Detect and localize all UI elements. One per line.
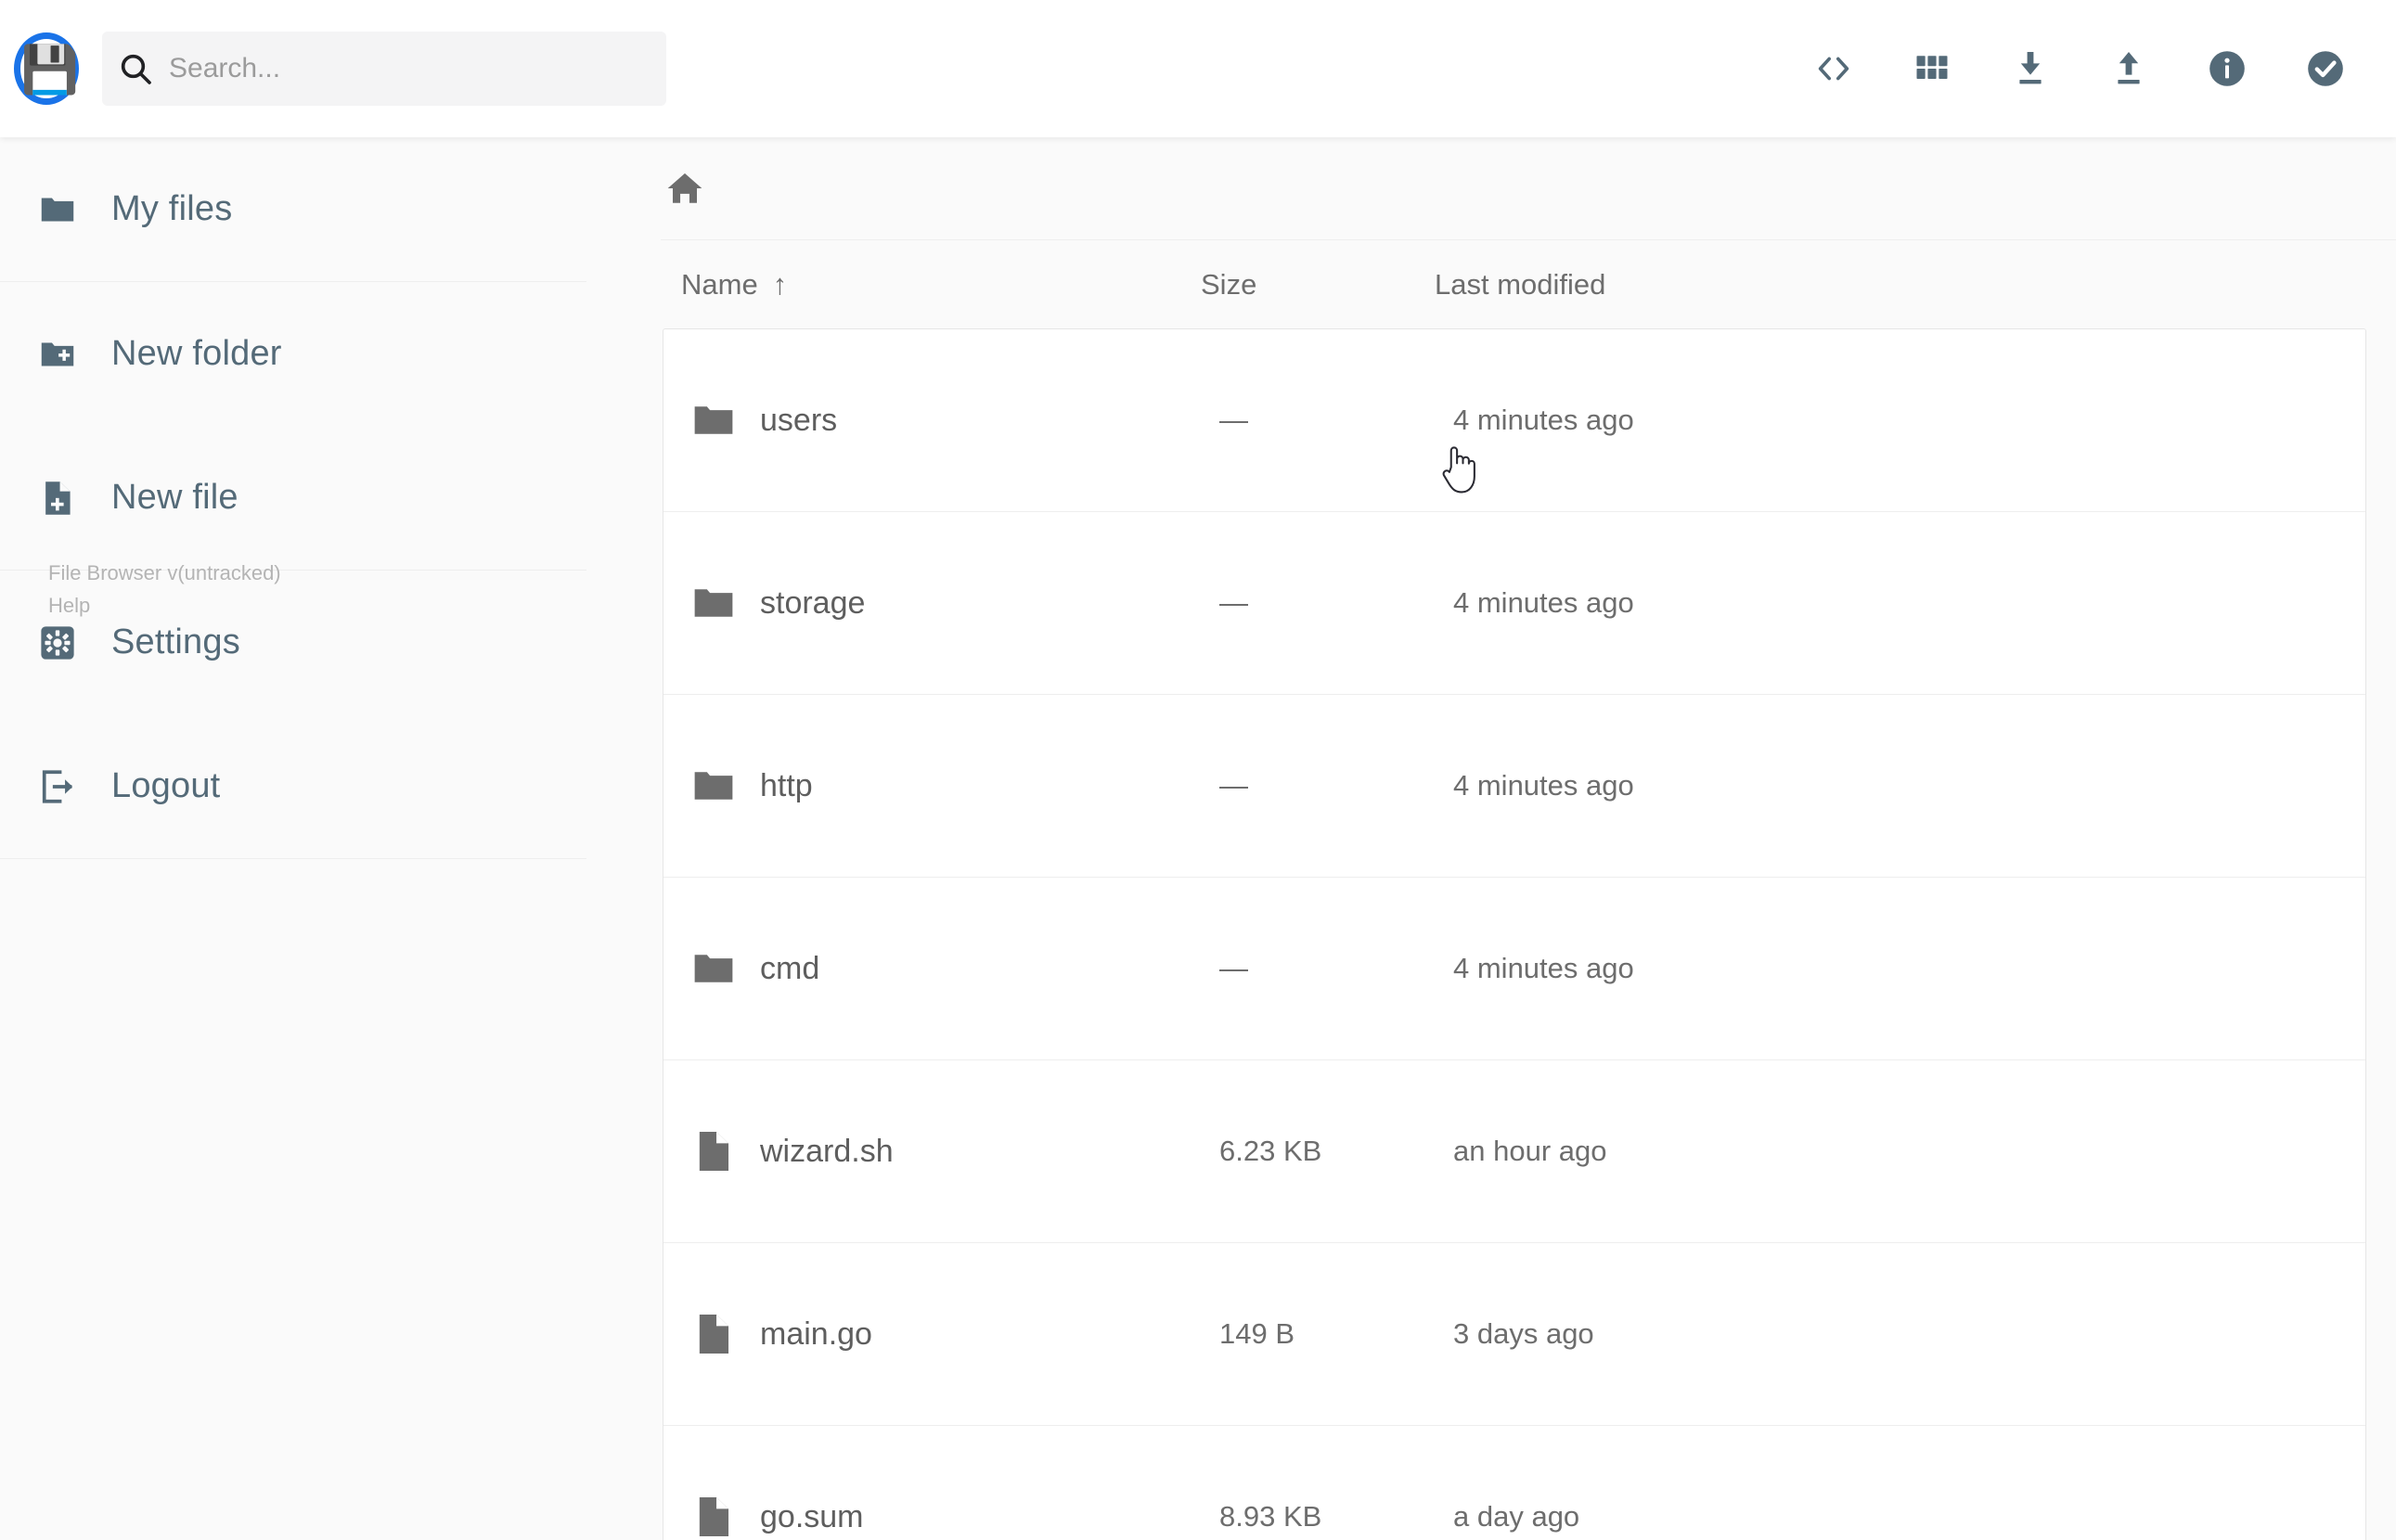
file-modified: 3 days ago	[1453, 1317, 1594, 1350]
sidebar: My files New folder	[0, 137, 661, 1540]
code-brackets-icon[interactable]	[1806, 41, 1861, 96]
app-version: File Browser v(untracked)	[48, 561, 281, 584]
file-row[interactable]: storage — 4 minutes ago	[663, 512, 2365, 695]
file-size: —	[1219, 769, 1248, 802]
file-size: —	[1219, 404, 1248, 436]
gear-icon	[37, 622, 78, 663]
file-name: wizard.sh	[760, 1133, 894, 1169]
sidebar-item-label: New file	[111, 478, 238, 517]
sidebar-group-files: My files	[0, 137, 586, 282]
file-row[interactable]: main.go 149 B 3 days ago	[663, 1243, 2365, 1426]
file-name: users	[760, 402, 838, 438]
logo-button[interactable]: 💾	[0, 0, 93, 137]
file-size: 149 B	[1219, 1317, 1295, 1350]
file-row[interactable]: users — 4 minutes ago	[663, 329, 2365, 512]
sidebar-item-label: Settings	[111, 622, 240, 661]
file-size: 8.93 KB	[1219, 1500, 1322, 1533]
file-row[interactable]: wizard.sh 6.23 KB an hour ago	[663, 1060, 2365, 1243]
folder-icon	[37, 189, 78, 230]
listing-column-headers: Name ↑ Size Last modified	[661, 239, 2396, 328]
file-icon	[667, 1493, 760, 1540]
info-icon[interactable]	[2199, 41, 2255, 96]
file-name: main.go	[760, 1315, 872, 1352]
sidebar-item-logout[interactable]: Logout	[0, 714, 586, 858]
column-header-modified[interactable]: Last modified	[1435, 267, 1606, 301]
file-name: go.sum	[760, 1498, 864, 1534]
column-header-name-label: Name	[681, 267, 758, 301]
file-modified: a day ago	[1453, 1500, 1580, 1533]
sidebar-group-create: New folder New file	[0, 282, 586, 571]
sidebar-item-new-folder[interactable]: New folder	[0, 282, 586, 426]
file-row[interactable]: go.sum 8.93 KB a day ago	[663, 1426, 2365, 1540]
folder-icon	[667, 396, 760, 444]
file-name: cmd	[760, 950, 820, 986]
column-header-name[interactable]: Name ↑	[681, 268, 1201, 302]
grid-view-icon[interactable]	[1904, 41, 1960, 96]
search-icon	[102, 50, 169, 87]
logo-focus-ring: 💾	[14, 32, 79, 105]
sidebar-item-label: My files	[111, 189, 233, 228]
help-link[interactable]: Help	[48, 594, 91, 617]
file-row[interactable]: cmd — 4 minutes ago	[663, 878, 2365, 1060]
folder-plus-icon	[37, 334, 78, 375]
search-bar[interactable]	[102, 32, 666, 106]
file-modified: 4 minutes ago	[1453, 586, 1634, 619]
file-list: users — 4 minutes ago storage — 4 minutes ago…	[663, 328, 2366, 1540]
app-header: 💾	[0, 0, 2396, 137]
file-icon	[667, 1310, 760, 1358]
file-size: —	[1219, 586, 1248, 619]
file-plus-icon	[37, 478, 78, 519]
folder-icon	[667, 579, 760, 627]
file-modified: 4 minutes ago	[1453, 769, 1634, 802]
file-size: 6.23 KB	[1219, 1135, 1322, 1167]
logout-icon	[37, 766, 78, 807]
breadcrumb	[661, 137, 2396, 239]
sidebar-item-new-file[interactable]: New file	[0, 426, 586, 570]
file-size: —	[1219, 952, 1248, 984]
header-actions	[1806, 41, 2396, 96]
file-modified: an hour ago	[1453, 1135, 1607, 1167]
folder-icon	[667, 944, 760, 993]
file-icon	[667, 1127, 760, 1175]
check-circle-icon[interactable]	[2298, 41, 2353, 96]
file-name: storage	[760, 584, 866, 621]
download-icon[interactable]	[2003, 41, 2058, 96]
file-modified: 4 minutes ago	[1453, 404, 1634, 436]
file-listing-panel: Name ↑ Size Last modified users — 4 minute…	[661, 137, 2396, 1540]
sidebar-item-label: New folder	[111, 334, 282, 373]
folder-icon	[667, 762, 760, 810]
file-name: http	[760, 767, 813, 803]
sidebar-item-my-files[interactable]: My files	[0, 137, 586, 281]
floppy-disk-icon: 💾	[20, 44, 80, 96]
sort-ascending-icon: ↑	[772, 267, 788, 301]
search-input[interactable]	[169, 53, 633, 84]
upload-icon[interactable]	[2101, 41, 2157, 96]
sidebar-footer: File Browser v(untracked) Help	[48, 557, 281, 622]
file-modified: 4 minutes ago	[1453, 952, 1634, 984]
home-icon[interactable]	[664, 168, 705, 209]
sidebar-group-account: Settings Logout	[0, 571, 586, 859]
sidebar-item-label: Logout	[111, 766, 221, 805]
column-header-size[interactable]: Size	[1201, 267, 1257, 301]
file-row[interactable]: http — 4 minutes ago	[663, 695, 2365, 878]
sidebar-item-settings[interactable]: Settings	[0, 571, 586, 714]
